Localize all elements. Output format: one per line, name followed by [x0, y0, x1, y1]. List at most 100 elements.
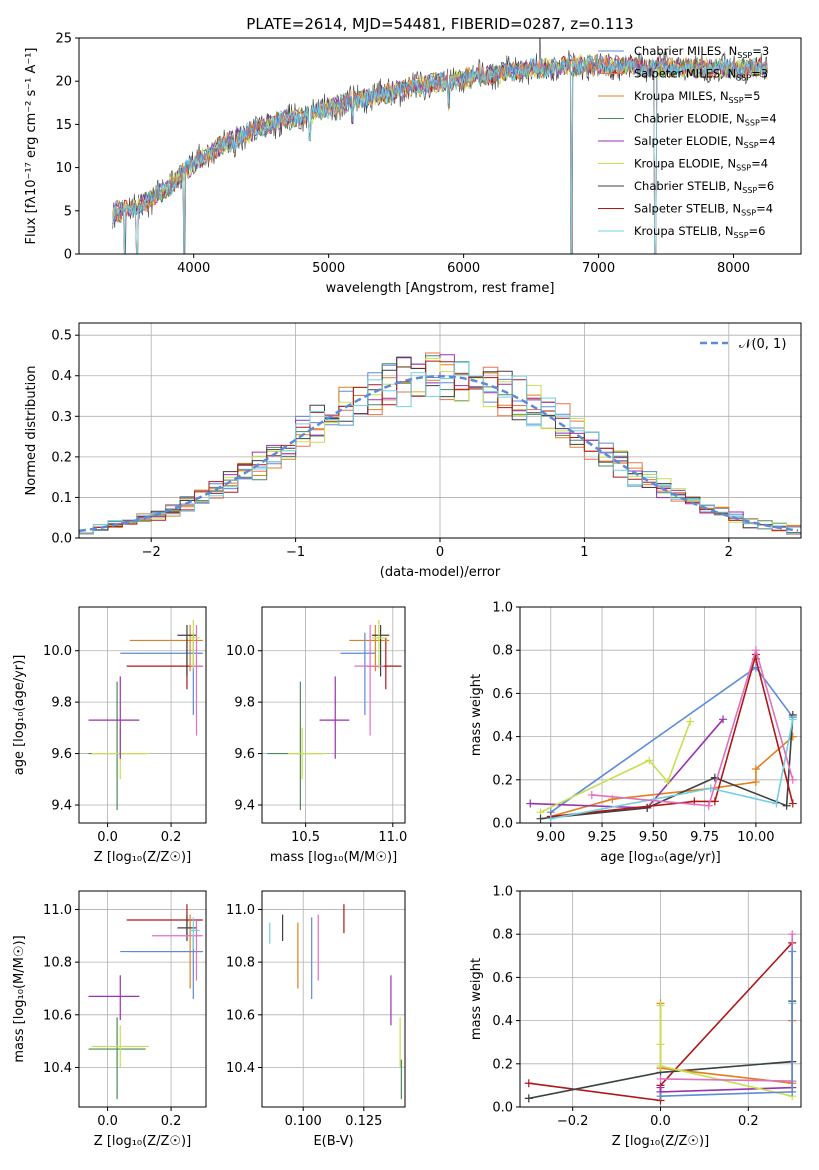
y-tick-label: 0.2: [492, 1057, 513, 1072]
normal-curve: [78, 374, 799, 533]
y-tick-label: 9.4: [51, 799, 72, 814]
y-axis-label: mass weight: [469, 674, 484, 756]
x-axis-label: Z [log₁₀(Z/Z☉)]: [94, 850, 191, 865]
series-point: [782, 801, 791, 810]
x-tick-label: 6000: [447, 261, 480, 276]
x-tick-label: 9.75: [690, 830, 719, 845]
series-line-kroupa_elodie: [540, 721, 691, 813]
x-tick-label: −1: [286, 545, 305, 560]
x-tick-label: −2: [142, 545, 161, 560]
series-point: [536, 814, 545, 823]
legend-entry: Kroupa STELIB, NSSP=6: [634, 224, 765, 240]
legend-entry: Salpeter STELIB, NSSP=4: [634, 202, 773, 218]
series-line-salpeter_elodie: [659, 1081, 793, 1093]
histogram-kroupa_stelib: [79, 361, 801, 535]
x-tick-label: 9.25: [588, 830, 617, 845]
y-tick-label: 20: [55, 75, 72, 90]
y-tick-label: 0: [64, 248, 72, 263]
x-tick-label: 10.5: [291, 830, 320, 845]
residual-histogram-chart: −2 −1 0 1 2 0.0 0.1 0.2 0.3 0.4 0.5 (data-model)/er…: [24, 322, 802, 580]
series-point: [524, 1079, 533, 1088]
series-point: [643, 803, 652, 812]
x-axis-label: wavelength [Angstrom, rest frame]: [326, 281, 555, 296]
axes-frame: [261, 890, 406, 1108]
series-point: [656, 1092, 665, 1101]
y-tick-label: 10.8: [43, 956, 72, 971]
y-tick-label: 0.6: [492, 687, 513, 702]
histogram-salpeter_stelib: [79, 360, 801, 535]
y-tick-label: 5: [64, 204, 72, 219]
series-point: [751, 646, 760, 655]
y-tick-label: 0.5: [51, 329, 72, 344]
x-tick-label: 10.00: [737, 830, 774, 845]
legend-entry: Salpeter ELODIE, NSSP=4: [634, 134, 776, 150]
legend-entry: Kroupa MILES, NSSP=5: [634, 89, 760, 105]
x-axis-label: Z [log₁₀(Z/Z☉)]: [94, 1134, 191, 1149]
x-axis-label: age [log₁₀(age/yr)]: [600, 850, 721, 865]
y-tick-label: 0.6: [492, 971, 513, 986]
y-axis-label: mass weight: [469, 958, 484, 1040]
spectrum-chart: PLATE=2614, MJD=54481, FIBERID=0287, z=0…: [24, 15, 802, 296]
series-line-kroupa_elodie: [659, 1005, 793, 1098]
legend-entry: Chabrier MILES, NSSP=3: [634, 44, 769, 60]
y-tick-label: 0.4: [51, 369, 72, 384]
y-tick-label: 0.2: [51, 450, 72, 465]
series-point: [663, 777, 672, 786]
x-axis-label: Z [log₁₀(Z/Z☉)]: [612, 1134, 709, 1149]
series-point: [788, 930, 797, 939]
spectrum-series-chabrier_miles: [112, 54, 768, 224]
chart-title: PLATE=2614, MJD=54481, FIBERID=0287, z=0…: [246, 15, 633, 33]
series-point: [656, 1074, 665, 1083]
y-tick-label: 0.1: [51, 491, 72, 506]
x-tick-label: 0.0: [97, 830, 118, 845]
series-point: [686, 717, 695, 726]
axes-frame: [261, 606, 406, 824]
mass-weight-vs-age-chart: 9.00 9.25 9.50 9.75 10.00 0.0 0.2 0.4 0.6 0.8 1.0 a…: [469, 601, 802, 865]
legend-entry: Salpeter MILES, NSSP=3: [634, 67, 768, 83]
series-point: [710, 797, 719, 806]
y-tick-label: 0.8: [492, 928, 513, 943]
y-tick-label: 25: [55, 32, 72, 47]
x-axis-label: (data-model)/error: [380, 565, 501, 580]
y-tick-label: 0.3: [51, 410, 72, 425]
age-vs-Z-chart: 0.0 0.2 9.4 9.6 9.8 10.0 Z [log₁₀(Z/Z☉)] age [l…: [12, 606, 207, 865]
x-tick-label: 0: [436, 545, 444, 560]
x-tick-label: −0.2: [557, 1114, 589, 1129]
y-axis-label: Flux [fλ10⁻¹⁷ erg cm⁻² s⁻¹ A⁻¹]: [24, 48, 39, 245]
axes-frame: [519, 606, 802, 824]
y-tick-label: 10.8: [226, 956, 255, 971]
y-tick-label: 0.0: [51, 532, 72, 547]
y-tick-label: 1.0: [492, 885, 513, 900]
y-tick-label: 10.4: [43, 1061, 72, 1076]
series-line-salpeter_stelib: [550, 654, 794, 818]
x-tick-label: 0.100: [285, 1114, 322, 1129]
series-point: [587, 790, 596, 799]
axes-frame: [78, 606, 207, 824]
y-axis-label: Normed distribution: [24, 366, 39, 496]
series-point: [656, 1001, 665, 1010]
x-tick-label: 0.2: [161, 830, 182, 845]
x-tick-label: 7000: [582, 261, 615, 276]
mass-vs-Z-chart: 0.0 0.2 10.4 10.6 10.8 11.0 Z [log₁₀(Z/Z☉)] mas…: [12, 890, 207, 1149]
legend-entry: Chabrier ELODIE, NSSP=4: [634, 112, 777, 128]
y-tick-label: 11.0: [43, 903, 72, 918]
series-point: [788, 775, 797, 784]
x-tick-label: 0.2: [738, 1114, 759, 1129]
x-axis-label: mass [log₁₀(M/M☉)]: [270, 850, 397, 865]
series-point: [656, 1040, 665, 1049]
y-tick-label: 11.0: [226, 903, 255, 918]
x-tick-label: 0.2: [161, 1114, 182, 1129]
age-vs-mass-chart: 10.5 11.0 9.4 9.6 9.8 10.0 mass [log₁₀(M/M☉)]: [226, 606, 407, 865]
series-line-chabrier_miles: [660, 951, 793, 1097]
x-tick-label: 2: [725, 545, 733, 560]
y-tick-label: 10.4: [226, 1061, 255, 1076]
y-axis-label: mass [log₁₀(M/M☉)]: [12, 935, 27, 1062]
y-tick-label: 0.4: [492, 1014, 513, 1029]
axes-frame: [78, 890, 207, 1108]
series-line-salpeter_elodie: [530, 718, 724, 809]
x-tick-label: 0.125: [345, 1114, 382, 1129]
axes-frame: [78, 322, 802, 539]
series-point: [526, 799, 535, 808]
mass-vs-ebv-chart: 0.100 0.125 10.4 10.6 10.8 11.0 E(B-V): [226, 890, 406, 1149]
